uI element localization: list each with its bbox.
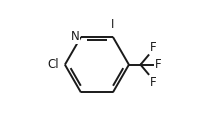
Text: F: F [150,40,156,54]
Text: F: F [155,58,162,71]
Text: I: I [111,18,115,31]
Text: F: F [150,76,156,89]
Text: Cl: Cl [48,58,59,71]
Text: N: N [71,30,79,44]
